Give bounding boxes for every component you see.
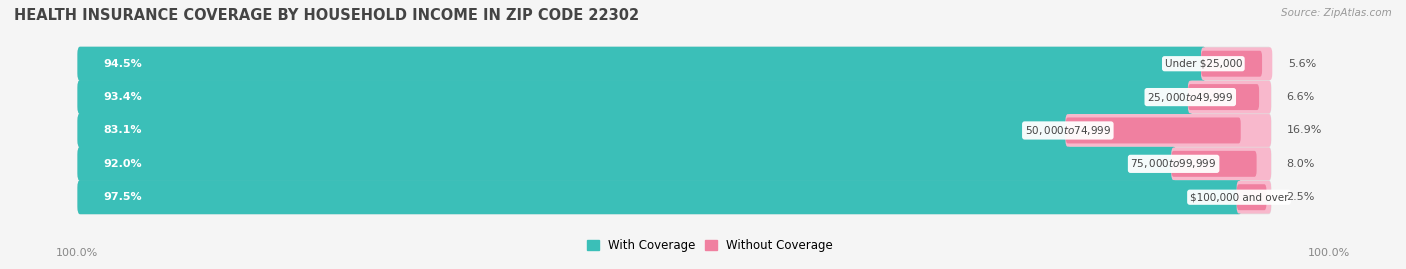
FancyBboxPatch shape [1066, 114, 1271, 147]
FancyBboxPatch shape [77, 80, 1192, 114]
FancyBboxPatch shape [1188, 81, 1271, 114]
Text: 8.0%: 8.0% [1286, 159, 1315, 169]
FancyBboxPatch shape [1171, 147, 1271, 180]
Text: 92.0%: 92.0% [104, 159, 142, 169]
Text: Under $25,000: Under $25,000 [1164, 59, 1241, 69]
FancyBboxPatch shape [1188, 84, 1260, 110]
FancyBboxPatch shape [77, 47, 1206, 81]
Text: 100.0%: 100.0% [56, 248, 98, 258]
Text: 94.5%: 94.5% [104, 59, 142, 69]
Text: $100,000 and over: $100,000 and over [1189, 192, 1288, 202]
Text: 16.9%: 16.9% [1286, 125, 1322, 136]
FancyBboxPatch shape [1237, 181, 1271, 214]
FancyBboxPatch shape [77, 180, 1271, 214]
FancyBboxPatch shape [77, 147, 1271, 181]
FancyBboxPatch shape [77, 80, 1271, 114]
Text: 97.5%: 97.5% [104, 192, 142, 202]
FancyBboxPatch shape [77, 47, 1271, 81]
FancyBboxPatch shape [1201, 51, 1263, 77]
Text: HEALTH INSURANCE COVERAGE BY HOUSEHOLD INCOME IN ZIP CODE 22302: HEALTH INSURANCE COVERAGE BY HOUSEHOLD I… [14, 8, 640, 23]
FancyBboxPatch shape [77, 180, 1241, 214]
FancyBboxPatch shape [1171, 151, 1257, 177]
FancyBboxPatch shape [1066, 118, 1240, 143]
Text: Source: ZipAtlas.com: Source: ZipAtlas.com [1281, 8, 1392, 18]
FancyBboxPatch shape [1237, 184, 1267, 210]
Text: $50,000 to $74,999: $50,000 to $74,999 [1025, 124, 1111, 137]
Text: 100.0%: 100.0% [1308, 248, 1350, 258]
Text: 5.6%: 5.6% [1288, 59, 1316, 69]
Text: $25,000 to $49,999: $25,000 to $49,999 [1147, 91, 1233, 104]
Text: 83.1%: 83.1% [104, 125, 142, 136]
Text: 6.6%: 6.6% [1286, 92, 1315, 102]
Legend: With Coverage, Without Coverage: With Coverage, Without Coverage [585, 237, 835, 254]
FancyBboxPatch shape [77, 114, 1070, 147]
FancyBboxPatch shape [77, 114, 1271, 147]
Text: 2.5%: 2.5% [1286, 192, 1315, 202]
FancyBboxPatch shape [1201, 47, 1272, 80]
FancyBboxPatch shape [77, 147, 1177, 181]
Text: 93.4%: 93.4% [104, 92, 142, 102]
Text: $75,000 to $99,999: $75,000 to $99,999 [1130, 157, 1216, 170]
